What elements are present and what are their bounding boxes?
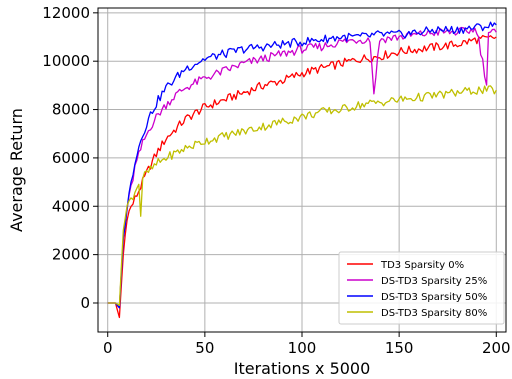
legend-label: DS-TD3 Sparsity 50%: [381, 292, 487, 303]
y-tick-label: 2000: [52, 246, 90, 264]
y-axis: 0 2000 4000 6000 8000 10000 12000: [42, 4, 98, 312]
legend-box: [338, 251, 505, 325]
series-line: [107, 26, 497, 309]
y-tick-label: 0: [80, 294, 90, 312]
x-tick-label: 150: [385, 339, 414, 357]
y-axis-label: Average Return: [7, 108, 26, 232]
series-layer: [107, 21, 497, 319]
x-tick-label: 0: [103, 339, 113, 357]
legend-label: DS-TD3 Sparsity 25%: [381, 276, 487, 287]
legend: TD3 Sparsity 0% DS-TD3 Sparsity 25% DS-TD3…: [338, 251, 505, 325]
y-tick-label: 12000: [42, 4, 90, 22]
series-line: [107, 34, 497, 319]
legend-label: DS-TD3 Sparsity 80%: [381, 308, 487, 319]
y-tick-label: 6000: [52, 149, 90, 167]
x-tick-label: 200: [482, 339, 511, 357]
series-line: [107, 85, 497, 307]
grid-lines: [98, 8, 506, 332]
x-axis: 0 50 100 150 200: [103, 332, 511, 357]
x-axis-label: Iterations x 5000: [234, 359, 371, 378]
y-tick-label: 4000: [52, 197, 90, 215]
y-tick-label: 10000: [42, 52, 90, 70]
legend-label: TD3 Sparsity 0%: [380, 260, 464, 271]
x-tick-label: 100: [288, 339, 317, 357]
y-tick-label: 8000: [52, 101, 90, 119]
x-tick-label: 50: [195, 339, 214, 357]
series-line: [107, 21, 497, 309]
